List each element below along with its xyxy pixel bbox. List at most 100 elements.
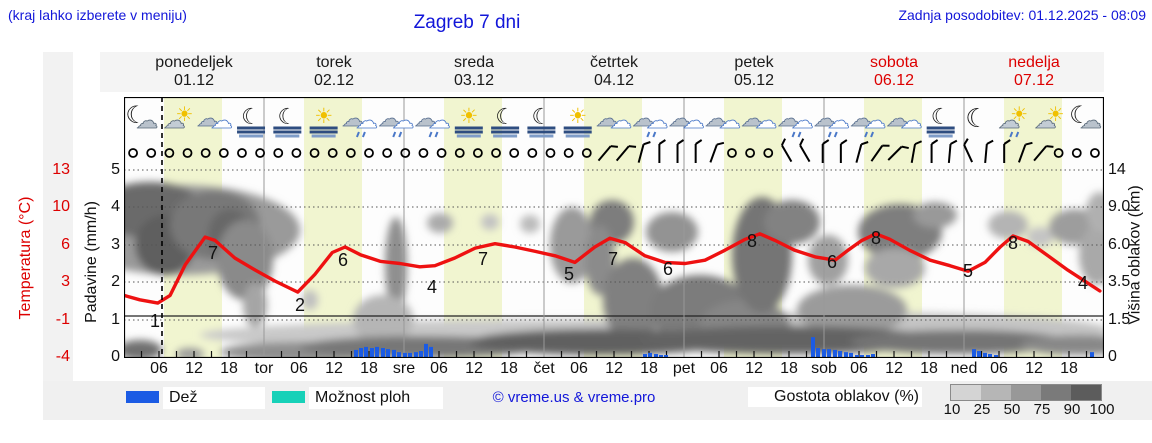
wind-barb-icon [709,141,725,163]
axis-tick: 9.0 [1108,198,1131,215]
wind-row [128,138,1100,164]
temperature-value-label: 8 [871,228,881,248]
clouds-icon: ☁☁ [741,107,778,135]
calm-wind-icon [327,148,338,158]
svg-text:☁: ☁ [777,107,799,132]
svg-text:☁: ☁ [791,109,813,134]
temperature-value-label: 5 [963,261,973,281]
clouds-icon: ☁☁ [668,107,705,135]
sun-cloud-icon: ☀☁ [1034,102,1064,134]
axis-tick: 3.5 [1108,273,1131,290]
calm-wind-icon [237,148,247,158]
wind-barb-icon [799,138,811,163]
axis-tick: 0 [111,348,120,365]
axis-tick: 14 [1108,161,1126,178]
svg-text:☀: ☀ [314,104,333,128]
day-header: ponedeljek 01.12 [124,54,264,90]
wind-barb-icon [870,144,890,162]
cover-tick-label: 50 [1003,401,1021,418]
clouds-drizzle-icon: ☁☁ [777,107,814,138]
svg-text:☁: ☁ [596,107,618,132]
clouds-drizzle-icon: ☁☁ [342,107,378,138]
day-name: sobota [869,54,919,71]
svg-text:☾: ☾ [125,101,147,129]
x-hour-label: 12 [1025,360,1043,377]
temperature-value-label: 4 [1078,273,1088,293]
axis-tick: 1 [111,311,120,328]
wind-barb-icon [1033,145,1054,162]
wind-barb-icon [781,138,793,163]
moon-fog-icon: ☾ [237,105,266,138]
clouds-icon: ☁☁ [596,107,633,135]
svg-text:☁: ☁ [136,109,158,134]
calm-wind-icon [273,148,284,158]
moon-fog-icon: ☾ [527,105,556,138]
x-day-label: sre [392,360,416,377]
calm-wind-icon [763,148,774,158]
cloud-cover-legend-label: Gostota oblakov (%) [748,387,922,407]
calm-wind-icon [1071,148,1082,158]
showers-legend-label: Možnost ploh [309,387,443,409]
calm-wind-icon [364,148,374,158]
x-hour-label: 12 [325,360,343,377]
svg-text:☁: ☁ [1035,109,1057,134]
temperature-axis-label: Temperatura (°C) [17,196,34,320]
clouds-drizzle-icon: ☁☁ [414,107,451,138]
svg-text:☀: ☀ [568,104,587,128]
wind-barb-icon [1003,139,1011,163]
x-hour-label: 12 [465,360,483,377]
location-hint: (kraj lahko izberete v meniju) [8,7,187,23]
temperature-value-label: 7 [208,243,218,263]
x-day-label: ned [950,360,978,377]
cover-tick-label: 90 [1063,401,1081,418]
svg-text:☁: ☁ [828,109,850,134]
clouds-drizzle-icon: ☁☁ [378,107,415,138]
svg-text:☾: ☾ [277,105,297,130]
clouds-icon: ☁☁ [196,107,233,135]
rain-swatch [126,391,159,403]
svg-text:☁: ☁ [755,109,777,134]
clouds-icon: ☁☁ [886,107,923,135]
x-hour-label: 06 [710,360,728,377]
day-date: 05.12 [733,72,775,89]
calm-wind-icon [255,148,266,158]
svg-text:☁: ☁ [886,107,908,132]
x-hour-label: 06 [430,360,448,377]
x-hour-label: 06 [990,360,1008,377]
wind-barb-icon [637,141,651,163]
axis-tick: 13 [52,161,70,178]
clouds-drizzle-icon: ☁☁ [632,107,669,138]
x-hour-label: 06 [150,360,168,377]
temperature-value-label: 1 [150,311,160,331]
wind-barb-icon [839,139,848,163]
svg-text:☁: ☁ [864,109,886,134]
calm-wind-icon [727,148,737,158]
svg-text:☁: ☁ [1080,109,1102,134]
svg-text:☁: ☁ [646,109,668,134]
wind-barb-icon [947,139,958,164]
day-date: 06.12 [873,72,915,89]
x-hour-label: 12 [605,360,623,377]
temperature-value-label: 6 [827,252,837,272]
calm-wind-icon [436,148,447,158]
x-hour-label: 12 [885,360,903,377]
copyright-link[interactable]: © vreme.us & vreme.pro [492,389,656,406]
svg-text:☁: ☁ [378,107,400,132]
svg-text:☁: ☁ [900,109,922,134]
wind-barb-icon [1017,141,1033,163]
day-date: 03.12 [453,72,495,89]
cover-gradient-segment [981,385,1011,400]
day-header: nedelja 07.12 [964,54,1104,90]
calm-wind-icon [454,148,465,158]
axis-tick: 4 [111,198,120,215]
calm-wind-icon [472,148,483,158]
cover-tick-label: 25 [973,401,991,418]
wind-barb-icon [963,138,974,163]
daylight-band [304,97,362,358]
cover-tick-label: 75 [1033,401,1051,418]
moon-fog-icon: ☾ [926,105,955,138]
svg-text:☾: ☾ [965,104,988,134]
wind-barb-icon [910,140,923,164]
calm-wind-icon [491,148,501,158]
